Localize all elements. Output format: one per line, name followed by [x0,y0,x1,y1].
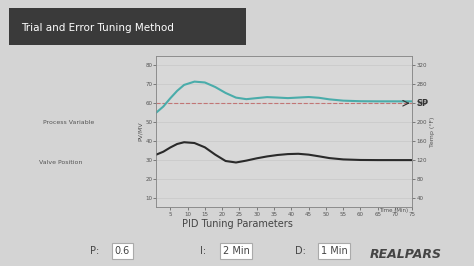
Text: P:: P: [90,246,100,256]
Text: D:: D: [295,246,306,256]
Text: Valve Position: Valve Position [39,160,82,165]
Text: Time (Min): Time (Min) [380,208,409,213]
Text: PID Tuning Parameters: PID Tuning Parameters [182,219,292,229]
Text: 2 Min: 2 Min [223,246,249,256]
Y-axis label: Temp (°F): Temp (°F) [430,117,435,147]
Text: 1 Min: 1 Min [321,246,347,256]
Text: 0.6: 0.6 [115,246,130,256]
Text: I:: I: [200,246,206,256]
Text: SP: SP [416,99,428,108]
Y-axis label: PV/MV: PV/MV [137,122,143,142]
Text: Trial and Error Tuning Method: Trial and Error Tuning Method [21,23,174,34]
Text: REALPARS: REALPARS [369,248,441,261]
Text: Process Variable: Process Variable [43,120,94,125]
